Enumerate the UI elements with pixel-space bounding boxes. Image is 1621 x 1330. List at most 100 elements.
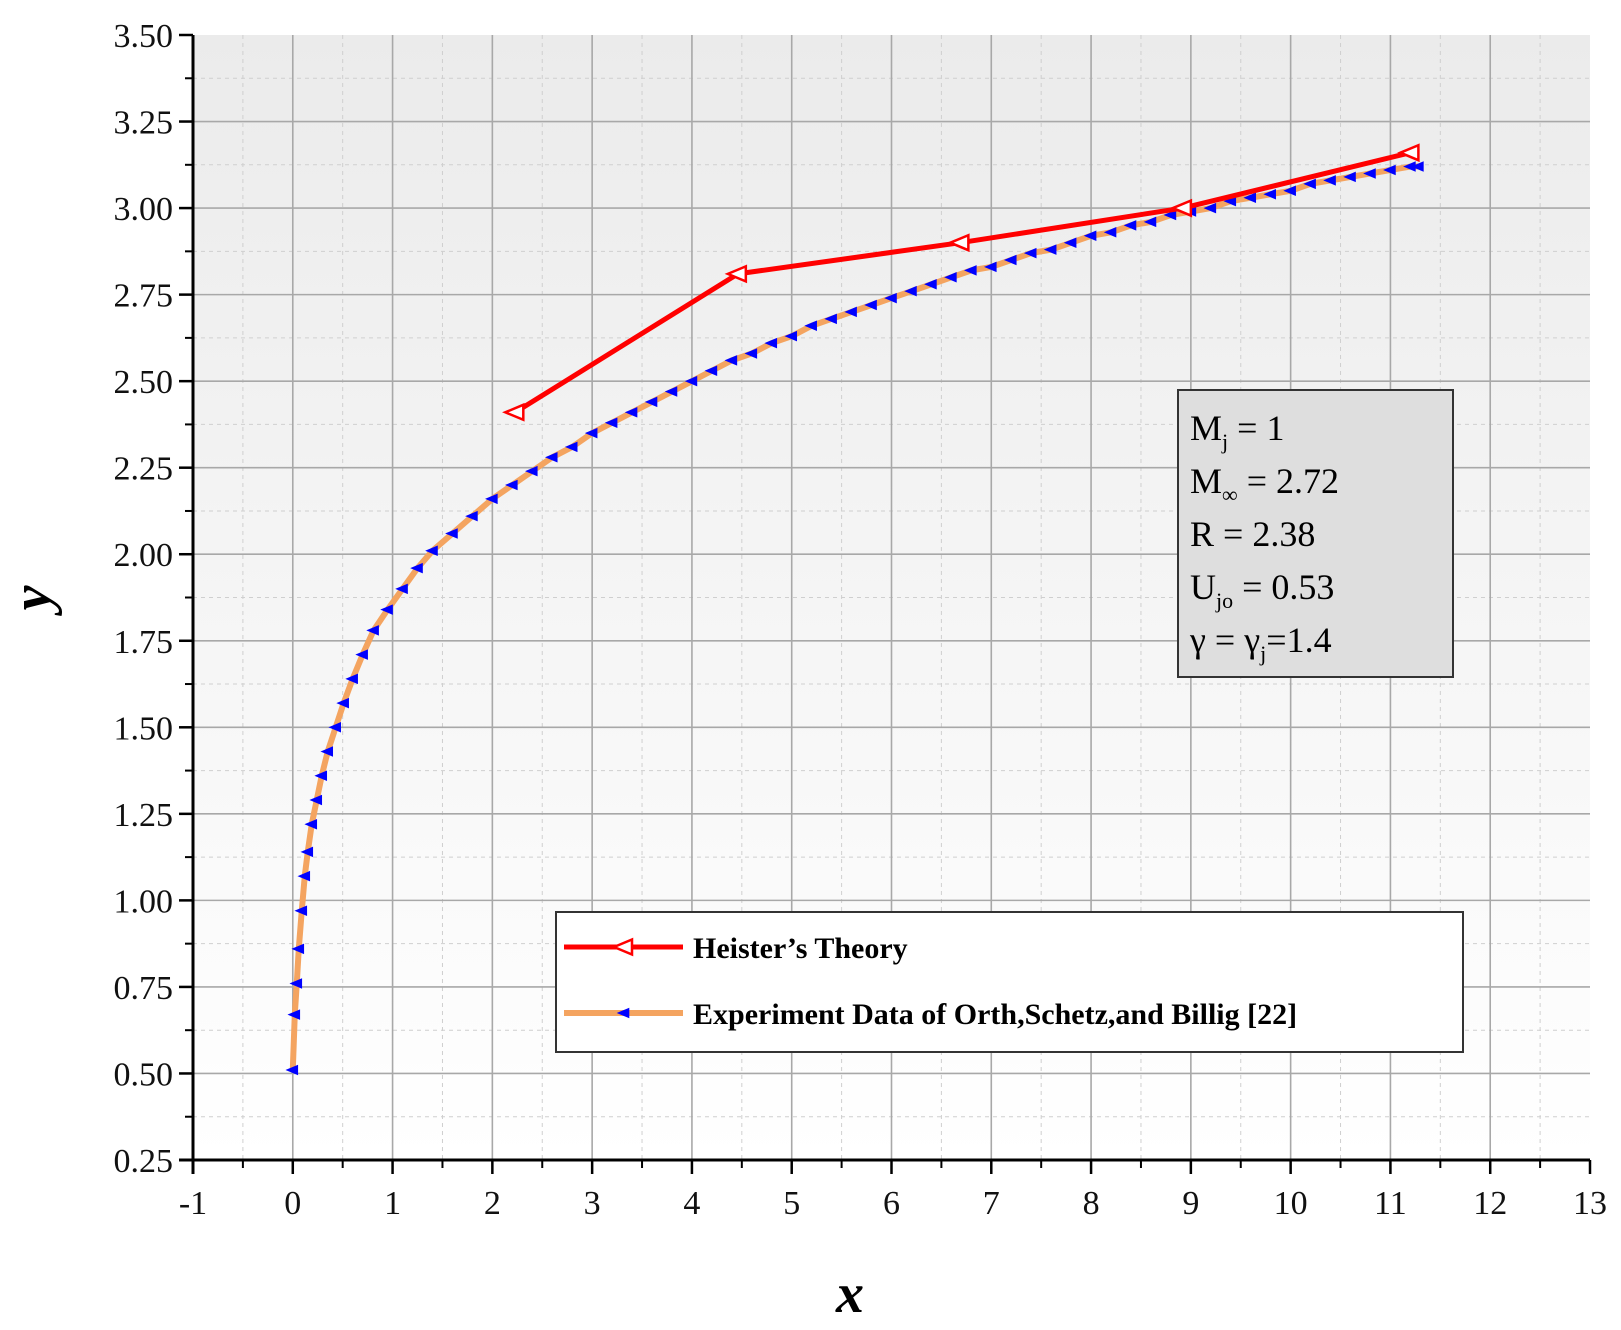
x-tick-label: 6 [883, 1185, 900, 1222]
legend: Heister’s Theory Experiment Data of Orth,… [555, 911, 1464, 1053]
legend-label-heister-theory: Heister’s Theory [693, 932, 908, 965]
x-tick-label: 13 [1573, 1185, 1607, 1222]
experiment-data-point [1203, 202, 1217, 214]
parameter-line: R = 2.38 [1190, 514, 1315, 554]
experiment-data-point [505, 479, 518, 491]
experiment-data-point [884, 292, 897, 304]
y-tick-label: 3.00 [114, 191, 174, 228]
x-tick-label: 2 [484, 1185, 501, 1222]
y-tick-label: 1.00 [114, 883, 174, 920]
experiment-data-point [924, 278, 937, 290]
experiment-data-point [704, 365, 718, 377]
experiment-data-point [294, 905, 308, 917]
experiment-data-point [328, 722, 341, 733]
x-tick-label: 10 [1274, 1185, 1308, 1222]
experiment-data-point [784, 330, 798, 342]
y-tick-label: 0.25 [114, 1143, 174, 1180]
experiment-data-point [1263, 188, 1276, 200]
experiment-data-point [485, 493, 498, 505]
experiment-data-point [410, 562, 423, 574]
experiment-data-point [724, 355, 738, 366]
experiment-data-point [983, 261, 997, 273]
experiment-data-point [544, 452, 558, 463]
experiment-data-point [1063, 237, 1077, 248]
experiment-data-point [1163, 209, 1177, 221]
experiment-data-point [944, 272, 957, 283]
y-tick-label: 0.50 [114, 1056, 174, 1093]
x-tick-label: 3 [584, 1185, 601, 1222]
axes [179, 33, 1592, 1174]
heister-theory-data-point [1169, 198, 1193, 218]
experiment-data-point [1303, 178, 1316, 190]
y-tick-label: 3.25 [114, 105, 174, 142]
experiment-data-point [624, 407, 638, 418]
y-tick-label: 2.25 [114, 451, 174, 488]
y-tick-label: 2.75 [114, 278, 174, 315]
heister-theory-data-point [1397, 143, 1420, 163]
experiment-data-point [1283, 185, 1296, 197]
y-tick-label: 1.25 [114, 797, 174, 834]
experiment-data-point [1003, 254, 1017, 266]
y-tick-label: 0.75 [114, 970, 174, 1007]
experiment-data-point [291, 943, 305, 955]
parameter-line: γ = γj=1.4 [1189, 620, 1332, 666]
y-axis-label: y [1, 584, 63, 616]
experiment-data-point [1143, 216, 1157, 228]
y-tick-label: 1.75 [114, 624, 174, 661]
experiment-data-point [445, 528, 458, 539]
experiment-data-point [1023, 247, 1037, 259]
experiment-data-point [320, 746, 334, 757]
heister-theory-data-point [947, 233, 970, 253]
experiment-data-point [904, 285, 917, 297]
experiment-data-point [664, 386, 678, 397]
x-tick-label: -1 [179, 1185, 207, 1222]
x-tick-label: 1 [384, 1185, 401, 1222]
x-axis-label: x [835, 1263, 864, 1325]
experiment-data-point [345, 673, 358, 685]
x-tick-label: 11 [1374, 1185, 1407, 1222]
x-tick-label: 8 [1083, 1185, 1100, 1222]
y-tick-label: 2.00 [114, 537, 174, 574]
parameter-box: Mj = 1 M∞ = 2.72 R = 2.38 Ujo = 0.53 γ = γ… [1177, 389, 1454, 678]
experiment-data-point [300, 846, 314, 858]
parameter-box-frame [1177, 389, 1454, 678]
experiment-data-point [304, 818, 318, 830]
experiment-data-point [824, 313, 837, 325]
experiment-data-point [1243, 192, 1257, 203]
experiment-data-point [964, 265, 977, 276]
x-tick-label: 7 [983, 1185, 1000, 1222]
experiment-data-point [684, 375, 698, 387]
experiment-data-point [380, 604, 393, 615]
experiment-data-point [1323, 175, 1336, 186]
experiment-data-point [1383, 164, 1396, 176]
x-tick-label: 12 [1473, 1185, 1507, 1222]
experiment-data-point [1363, 168, 1376, 179]
x-tick-label: 5 [783, 1185, 800, 1222]
experiment-data-point [1103, 227, 1117, 238]
parameter-line: M∞ = 2.72 [1190, 461, 1339, 507]
experiment-data-point [287, 1009, 301, 1020]
experiment-data-point [425, 545, 438, 557]
experiment-data-point [1411, 161, 1424, 172]
experiment-data-point [395, 583, 408, 595]
experiment-data-point [1123, 220, 1137, 231]
experiment-data-point [764, 337, 778, 349]
experiment-data-point [1083, 230, 1097, 242]
experiment-data-point [285, 1064, 299, 1076]
experiment-data-point [289, 978, 303, 989]
experiment-data-point [314, 770, 328, 782]
experiment-data-point [844, 306, 857, 318]
y-tick-labels: 0.25 0.50 0.75 1.00 1.25 1.50 1.75 2.00 2.25 2.50… [114, 18, 174, 1180]
x-tick-labels: -1 0 1 2 3 4 5 6 7 8 9 10 11 12 13 [179, 1185, 1607, 1222]
experiment-data-point [297, 870, 311, 882]
experiment-data-point [864, 299, 877, 311]
heister-theory-data-point [502, 402, 525, 422]
experiment-data-point [744, 348, 758, 359]
legend-marker-heister-theory [610, 937, 634, 957]
experiment-data-point [644, 396, 658, 408]
x-tick-label: 9 [1182, 1185, 1199, 1222]
legend-label-experiment: Experiment Data of Orth,Schetz,and Billi… [693, 998, 1297, 1031]
series-layer [285, 143, 1424, 1076]
experiment-data-point [366, 625, 379, 636]
